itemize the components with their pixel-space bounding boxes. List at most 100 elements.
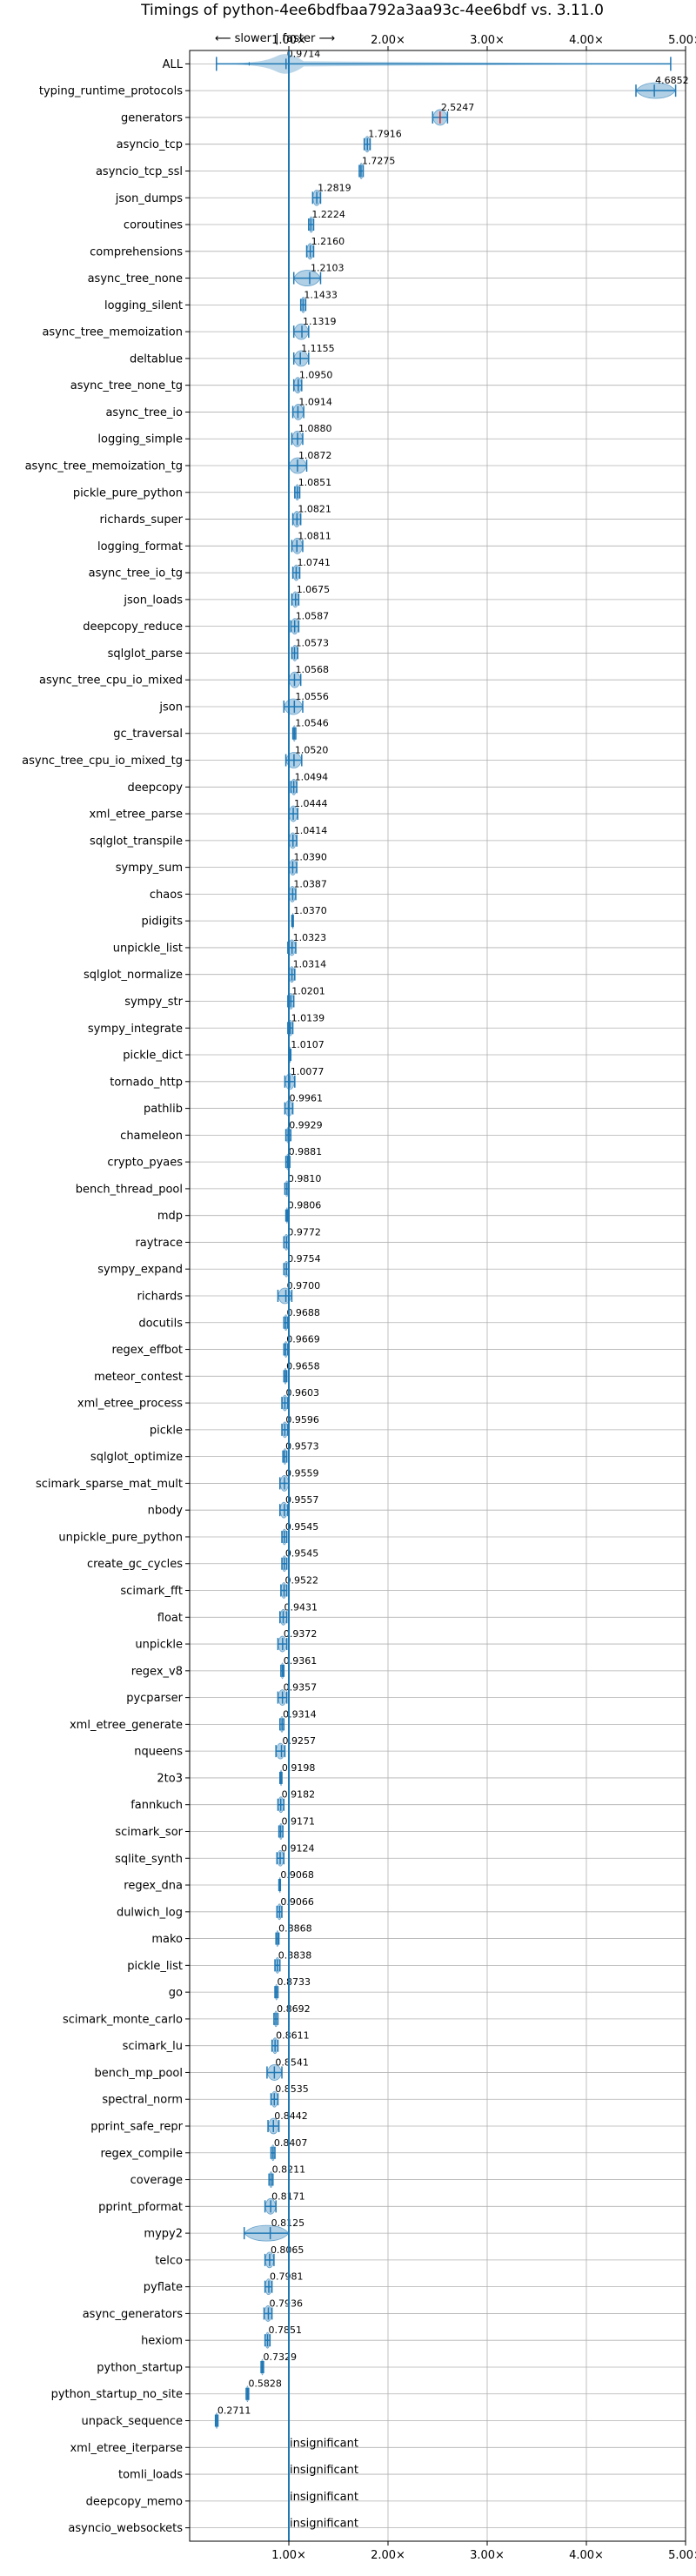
violin-mark	[277, 1796, 285, 1814]
category-label: sympy_integrate	[88, 1023, 183, 1036]
violin-mark	[274, 1956, 281, 1974]
category-label: scimark_sparse_mat_mult	[36, 1478, 183, 1491]
violin-mark	[287, 939, 297, 956]
violin-mark	[432, 109, 449, 126]
violin-mark	[214, 2412, 219, 2429]
category-label: json_dumps	[115, 192, 183, 205]
value-label: 1.0821	[298, 504, 331, 515]
category-label: async_tree_memoization	[42, 326, 183, 339]
value-label: 0.7851	[269, 2324, 303, 2336]
value-label: 0.9198	[282, 1762, 316, 1774]
category-label: scimark_sor	[115, 1826, 183, 1839]
value-label: 0.9596	[285, 1414, 319, 1426]
category-label: regex_v8	[131, 1665, 183, 1678]
insignificant-label: insignificant	[290, 2518, 358, 2531]
value-label: 0.8125	[271, 2217, 305, 2229]
value-label: 0.9124	[281, 1842, 315, 1854]
value-label: 0.9559	[285, 1467, 319, 1479]
x-tick-label: 2.00×	[371, 34, 405, 47]
value-label: 1.1155	[301, 343, 335, 354]
value-label: 1.2160	[311, 236, 345, 247]
category-label: chameleon	[120, 1130, 183, 1143]
violin-mark	[277, 1689, 288, 1707]
x-tick-label: 5.00×	[668, 2549, 696, 2562]
category-label: asyncio_tcp_ssl	[96, 165, 183, 178]
category-label: xml_etree_process	[77, 1398, 183, 1411]
category-label: coverage	[130, 2174, 183, 2187]
violin-mark	[291, 564, 301, 581]
value-label: 1.0587	[296, 611, 330, 622]
category-label: chaos	[150, 889, 183, 902]
value-label: 0.9066	[280, 1896, 314, 1908]
category-label: nqueens	[134, 1746, 183, 1759]
violin-mark	[291, 645, 299, 661]
violin-mark	[292, 270, 322, 286]
value-label: 1.0675	[297, 584, 331, 595]
value-label: 0.8535	[275, 2083, 309, 2095]
value-label: 0.9357	[284, 1682, 318, 1694]
value-label: 4.6852	[655, 75, 689, 86]
category-label: tomli_loads	[118, 2469, 183, 2482]
category-label: bench_thread_pool	[76, 1183, 183, 1196]
category-label: pathlib	[144, 1103, 183, 1116]
category-label: unpack_sequence	[81, 2415, 183, 2428]
category-label: sqlite_synth	[115, 1853, 183, 1866]
value-label: 1.7275	[362, 155, 396, 166]
value-label: 1.0546	[295, 718, 329, 729]
violin-mark	[278, 1876, 282, 1894]
value-label: 0.9700	[287, 1280, 321, 1291]
value-label: 1.0872	[298, 450, 332, 461]
value-label: 1.1433	[304, 289, 338, 300]
x-tick-label: 4.00×	[569, 34, 604, 47]
value-label: 0.9806	[288, 1200, 322, 1211]
value-label: 0.8611	[276, 2030, 310, 2042]
violin-mark	[363, 136, 371, 153]
value-label: 0.9372	[284, 1628, 318, 1640]
value-label: 1.0494	[295, 771, 329, 782]
x-tick-label: 2.00×	[371, 2549, 405, 2562]
category-label: pprint_safe_repr	[90, 2121, 183, 2134]
category-label: logging_simple	[97, 433, 183, 446]
category-label: deepcopy_memo	[86, 2495, 183, 2508]
value-label: 0.9314	[283, 1708, 317, 1720]
category-label: spectral_norm	[102, 2094, 183, 2107]
value-label: 1.7916	[368, 129, 402, 140]
violin-mark	[270, 2090, 279, 2108]
violin-mark	[280, 1582, 288, 1599]
category-labels: ALL typing_runtime_protocols generators asy…	[22, 58, 190, 2535]
violin-mark	[281, 1394, 289, 1412]
category-label: hexiom	[141, 2335, 183, 2348]
chart-marks: 0.9714 4.6852 2.5247 1.7916 1.7275 1.2819 1.22…	[214, 48, 689, 2541]
category-label: typing_runtime_protocols	[39, 85, 183, 98]
category-label: async_tree_io	[105, 406, 183, 419]
value-label: 1.0950	[299, 370, 333, 381]
violin-mark	[263, 2305, 273, 2322]
violin-mark	[299, 296, 307, 313]
value-label: 1.1319	[303, 316, 337, 327]
value-label: 0.8838	[278, 1949, 312, 1961]
violin-mark	[267, 2117, 280, 2135]
violin-mark	[276, 1903, 283, 1921]
violin-mark	[216, 54, 672, 74]
violin-mark	[281, 1528, 288, 1546]
value-label: 0.8868	[278, 1923, 312, 1935]
violin-mark	[280, 1662, 285, 1680]
violin-mark	[288, 859, 298, 876]
violin-mark	[275, 1742, 286, 1760]
violin-mark	[635, 82, 677, 99]
value-label: 0.9929	[289, 1119, 323, 1130]
value-label: 1.0323	[293, 932, 327, 943]
value-label: 0.9522	[285, 1575, 319, 1587]
value-label: 0.9573	[285, 1441, 319, 1452]
value-label: 1.2224	[311, 209, 345, 220]
violin-mark	[292, 323, 310, 340]
value-label: 1.0314	[293, 959, 327, 970]
category-label: regex_effbot	[111, 1344, 183, 1357]
x-tick-label: 3.00×	[470, 2549, 505, 2562]
category-label: pickle_pure_python	[73, 486, 183, 500]
category-label: gc_traversal	[113, 728, 183, 741]
category-label: fannkuch	[130, 1799, 183, 1812]
value-label: 0.9658	[286, 1360, 320, 1372]
category-label: python_startup_no_site	[51, 2388, 183, 2401]
category-label: pycparser	[126, 1692, 183, 1705]
